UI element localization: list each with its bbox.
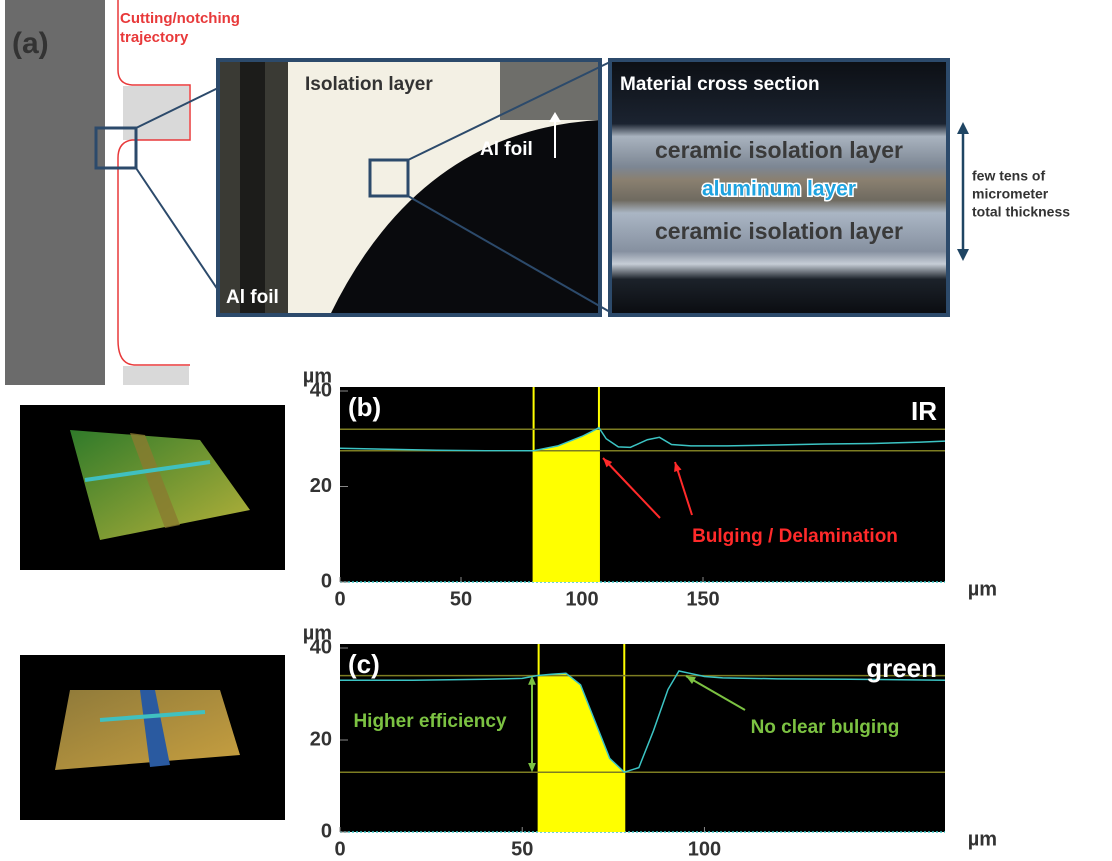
plot-area [340,387,945,582]
thickness-note: few tens of [972,168,1045,184]
panel-label: (c) [348,649,380,679]
x-unit: µm [968,578,997,600]
y-tick-label: 20 [310,728,332,750]
x-unit: µm [968,828,997,850]
y-tick-label: 0 [321,570,332,592]
x-tick-label: 50 [450,588,472,610]
annotation: Higher efficiency [353,711,507,732]
thumbnail [20,655,285,820]
thickness-note: micrometer [972,186,1049,202]
cross-section-title: Material cross section [620,74,820,95]
x-tick-label: 100 [688,838,721,860]
x-tick-label: 50 [511,838,533,860]
y-tick-label: 0 [321,820,332,842]
layer-label: aluminum layer [702,178,856,201]
x-tick-label: 0 [334,588,345,610]
panel-label: (a) [12,27,49,60]
micrograph-label: Al foil [480,139,533,160]
y-unit: µm [303,622,332,644]
y-unit: µm [303,365,332,387]
trajectory-label: Cutting/notching [120,10,240,27]
laser-label: IR [911,396,937,426]
trajectory-label: trajectory [120,29,189,46]
y-tick-label: 20 [310,475,332,497]
x-tick-label: 100 [565,588,598,610]
micrograph [218,60,610,315]
x-tick-label: 150 [686,588,719,610]
layer-label: ceramic isolation layer [655,218,903,244]
micrograph-label: Isolation layer [305,74,433,95]
panel-label: (b) [348,392,381,422]
x-tick-label: 0 [334,838,345,860]
micrograph-label: Al foil [226,287,279,308]
annotation: No clear bulging [751,717,900,738]
laser-label: green [866,653,937,683]
thickness-note: total thickness [972,204,1070,220]
thumbnail [20,405,285,570]
annotation: Bulging / Delamination [692,526,898,547]
figure: (a) Cutting/notching trajectory Isolatio… [0,0,1112,861]
layer-label: ceramic isolation layer [655,137,903,163]
